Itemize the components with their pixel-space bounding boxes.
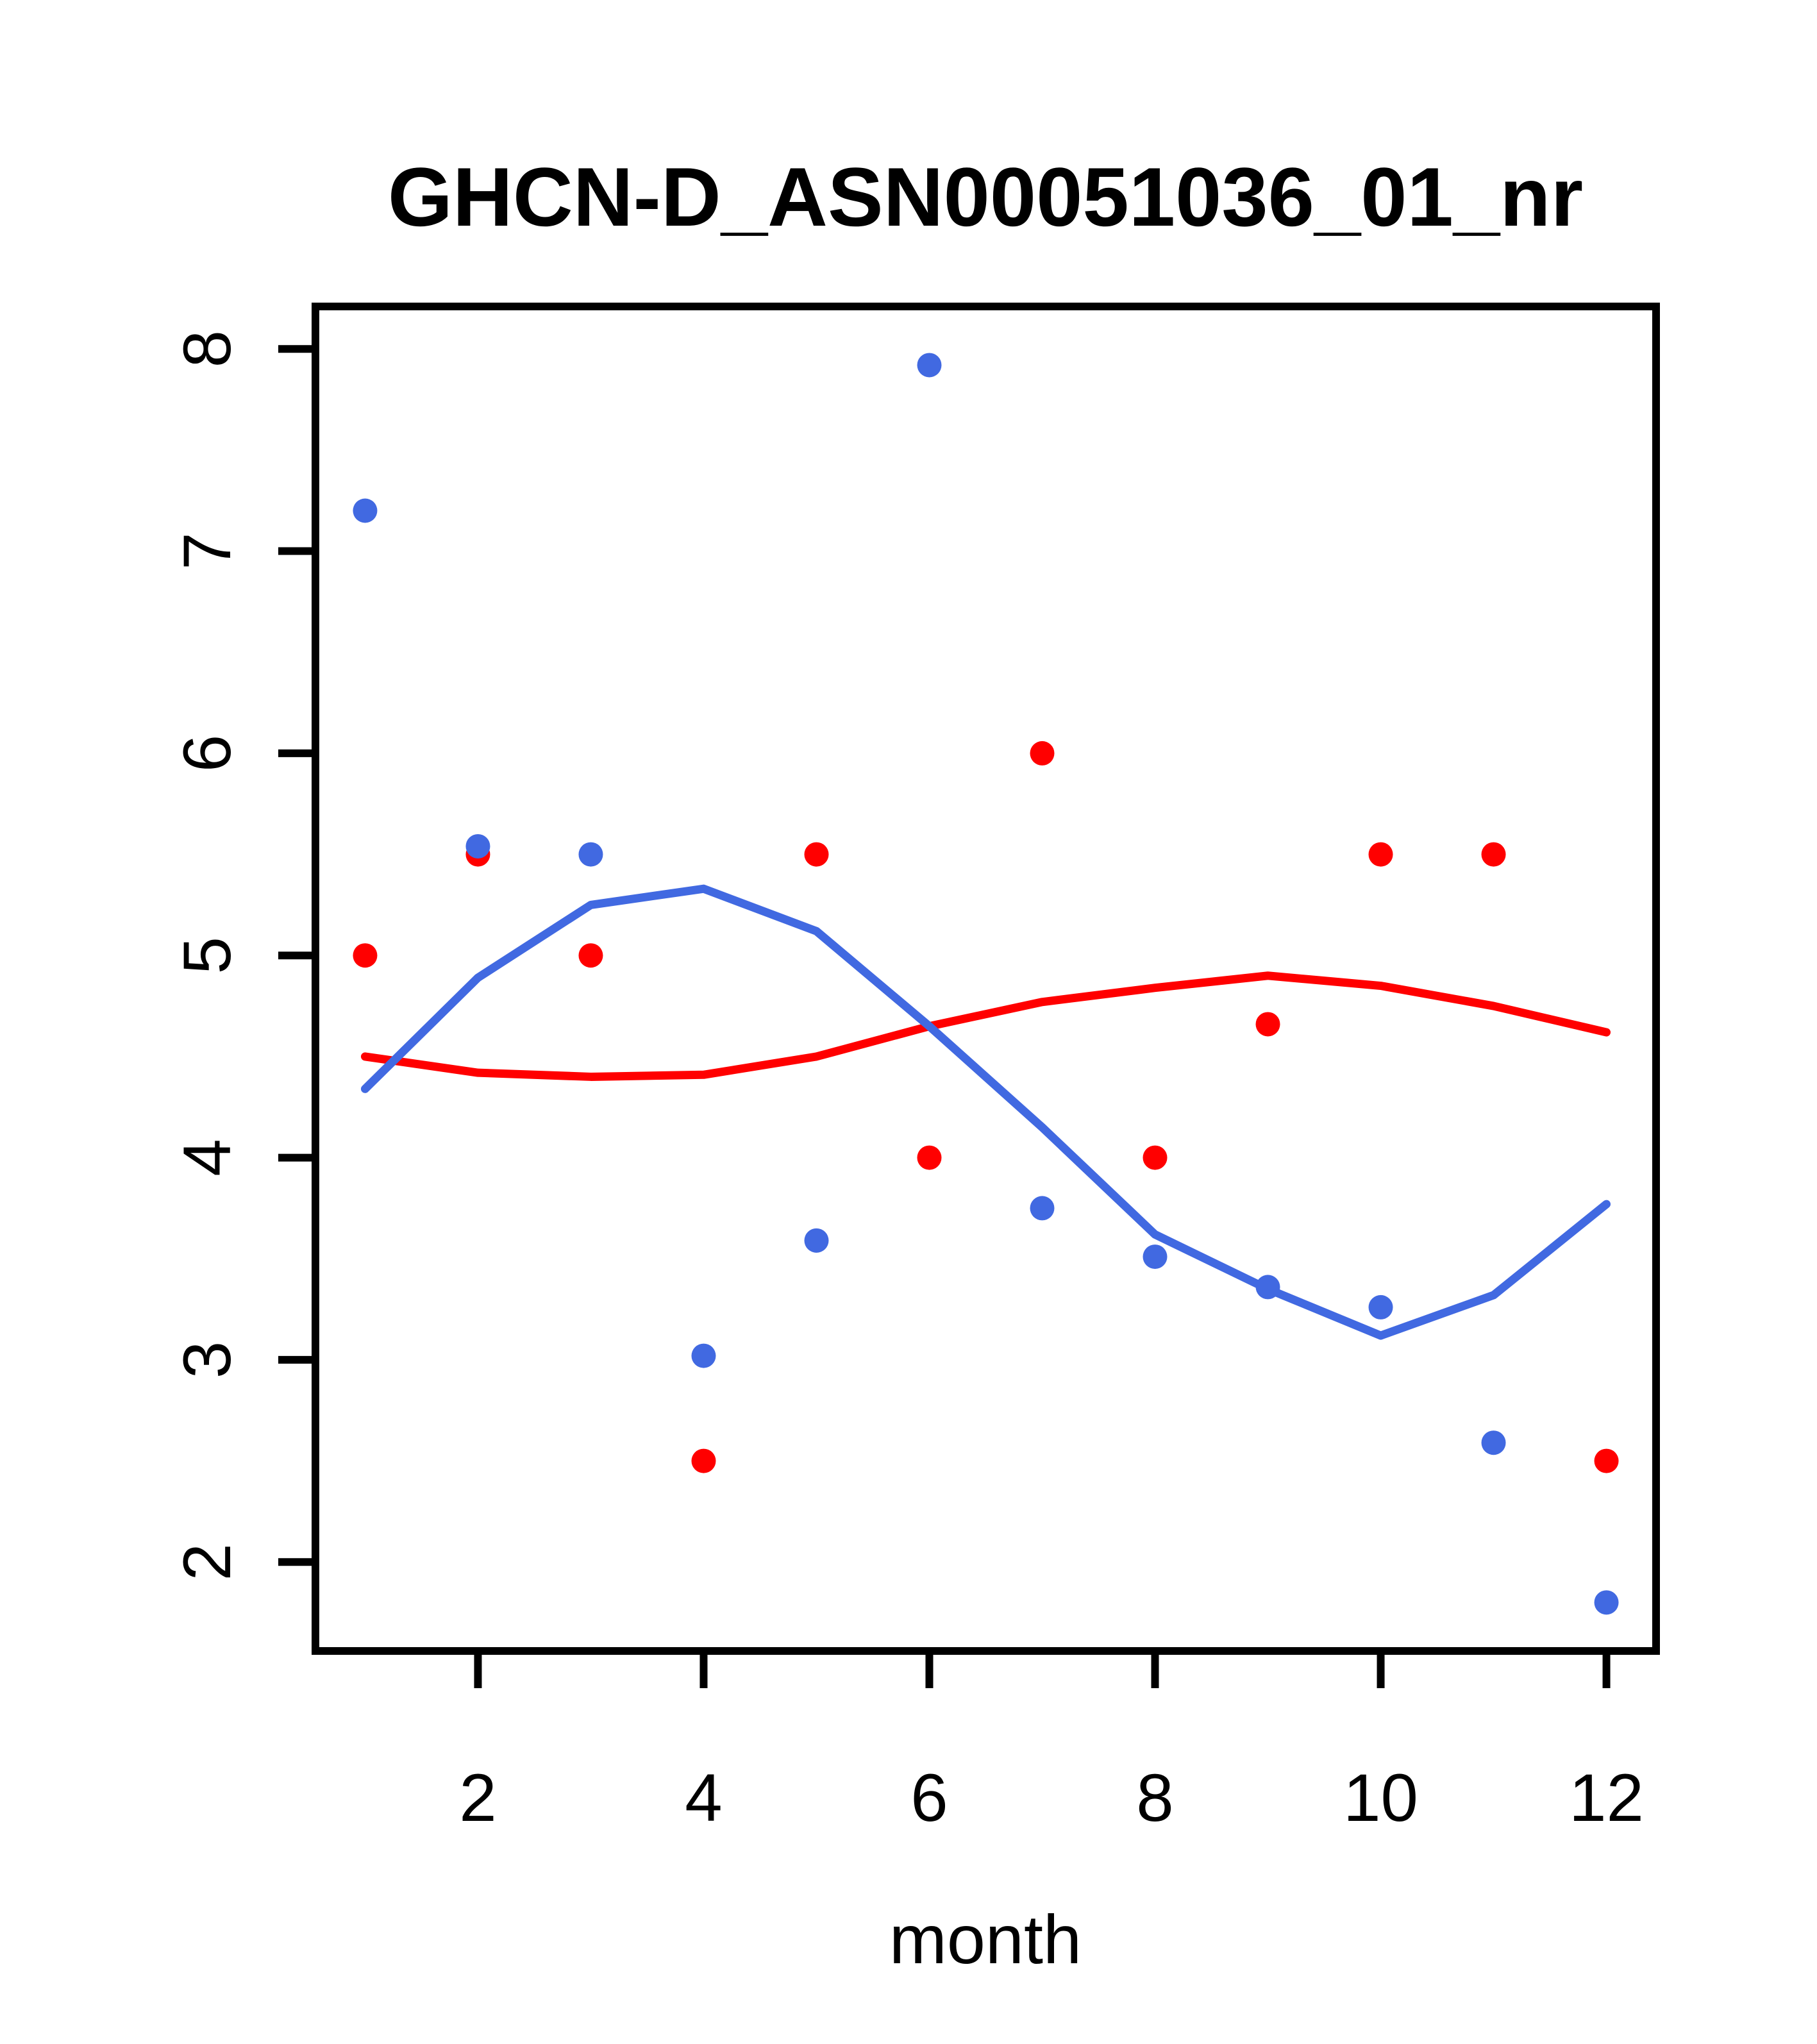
data-point-blue — [1030, 1196, 1055, 1221]
data-point-blue — [1481, 1430, 1506, 1455]
x-tick-label: 10 — [1343, 1761, 1418, 1836]
plot-frame: 2 4 6 8 10 12 2 3 4 5 6 7 8 — [170, 303, 1660, 1836]
data-point-blue — [465, 834, 490, 859]
blue-loess-line — [360, 884, 1611, 1340]
data-point-blue — [1368, 1294, 1393, 1319]
y-tick-label: 2 — [170, 1543, 245, 1580]
data-point-blue — [578, 842, 603, 867]
x-tick-label: 2 — [459, 1761, 496, 1836]
data-point-red — [578, 943, 603, 968]
data-point-blue — [1594, 1590, 1619, 1615]
y-tick-label: 8 — [170, 330, 245, 367]
data-point-red — [1030, 741, 1055, 766]
data-point-blue — [1143, 1244, 1168, 1269]
data-point-red — [1143, 1145, 1168, 1170]
x-tick-label: 12 — [1569, 1761, 1644, 1836]
data-point-red — [917, 1145, 942, 1170]
x-tick-label: 8 — [1136, 1761, 1173, 1836]
y-tick-label: 3 — [170, 1341, 245, 1378]
data-point-red — [691, 1448, 716, 1473]
data-point-red — [1481, 842, 1506, 867]
plot-border — [312, 303, 1660, 1655]
data-point-blue — [353, 498, 378, 523]
x-tick-label: 6 — [910, 1761, 948, 1836]
y-tick-label: 4 — [170, 1139, 245, 1176]
data-point-red — [353, 943, 378, 968]
data-point-red — [1594, 1448, 1619, 1473]
plot-title: GHCN-D_ASN00051036_01_nr — [388, 150, 1583, 244]
y-tick-label: 6 — [170, 735, 245, 772]
data-point-blue — [917, 353, 942, 378]
red-loess-line — [360, 971, 1611, 1081]
x-tick-label: 4 — [685, 1761, 722, 1836]
data-point-blue — [804, 1228, 829, 1253]
data-point-blue — [691, 1343, 716, 1368]
data-point-red — [804, 842, 829, 867]
data-point-red — [1255, 1012, 1280, 1037]
data-point-blue — [1255, 1275, 1280, 1300]
plot-series — [353, 353, 1619, 1615]
y-tick-label: 7 — [170, 532, 245, 569]
data-point-red — [1368, 842, 1393, 867]
y-tick-label: 5 — [170, 937, 245, 974]
x-axis-label: month — [889, 1900, 1082, 1978]
